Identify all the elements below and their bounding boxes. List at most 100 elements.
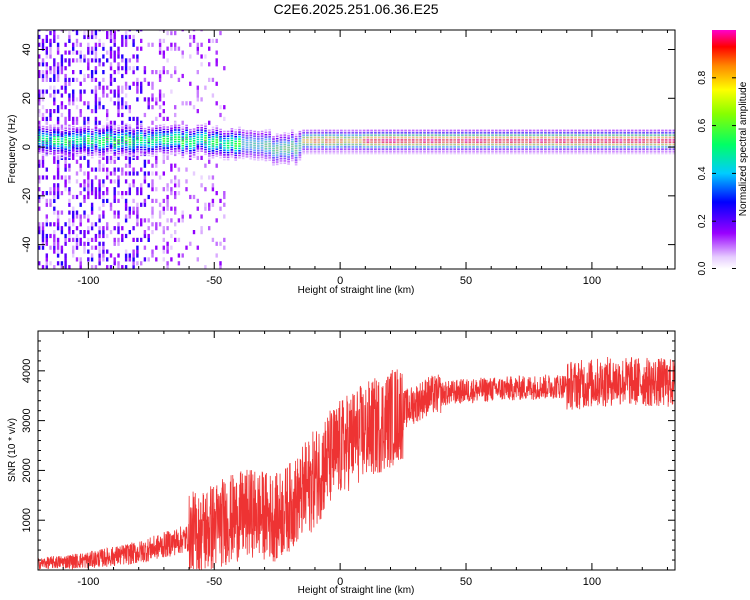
spectrogram-cell [132,116,135,121]
spectrogram-cell [140,38,143,43]
spectrogram-cell [68,38,71,43]
spectrogram-cell [121,73,124,79]
spectrogram-cell [109,179,113,184]
spectrogram-cell [83,58,86,63]
spectrogram-cell [155,136,158,139]
spectrogram-cell [147,154,151,157]
spectrogram-cell [64,179,67,184]
spectrogram-cell [106,129,109,131]
spectrogram-cell [56,152,60,154]
spectrogram-cell [211,133,215,136]
spectrogram-cell [136,30,139,32]
spectrogram-cell [106,134,109,136]
spectrogram-cell [294,135,298,138]
spectrogram-cell [208,120,211,125]
spectrogram-cell [162,140,166,142]
spectrogram-halo-cell [604,130,608,155]
spectrogram-cell [196,127,200,129]
spectrogram-cell [177,133,181,136]
spectrogram-cell [158,30,162,32]
spectrogram-cell [181,137,185,140]
spectrogram-cell [200,214,203,219]
spectrogram-cell [106,226,109,231]
spectrogram-cell [298,159,302,161]
spectrogram-cell [64,175,67,180]
spectrogram-cell [121,140,124,143]
spectrogram-cell [211,145,215,147]
spectrogram-cell [94,148,98,153]
spectrogram-cell [87,137,90,140]
spectrogram-cell [72,222,75,227]
spectrogram-cell [68,133,71,135]
spectrogram-cell [128,187,131,192]
spectrogram-halo-cell [332,130,336,155]
spectrogram-cell [166,261,169,266]
spectrogram-cell [117,214,120,219]
spectrogram-cell [158,105,162,110]
spectrogram-cell [72,70,75,75]
spectrogram-cell [200,97,203,102]
spectrogram-cell [87,130,90,133]
spectrogram-cell [211,138,215,140]
spectrogram-cell [162,70,165,75]
spectrogram-cell [109,50,113,55]
spectrogram-cell [38,73,41,79]
spectrogram-cell [68,237,71,242]
spectrogram-cell [98,241,101,246]
spectrogram-cell [94,34,98,40]
spectrogram-cell [90,138,94,140]
spectrogram-cell [117,152,120,155]
spectrogram-cell [162,198,165,203]
spectrogram-cell [113,147,117,149]
spectrogram-halo-cell [517,130,521,155]
spectrogram-cell [121,128,124,133]
spectrogram-cell [102,85,105,90]
spectrogram-cell [136,97,139,102]
spectrogram-cell [166,194,169,200]
spectrogram-halo-cell [581,130,585,155]
spectrogram-halo-cell [351,130,355,155]
spectrogram-cell [75,97,79,102]
spectrogram-cell [174,175,177,180]
spectrogram-cell [49,31,52,36]
spectrogram-cell [128,163,131,168]
spectrogram-cell [117,230,120,235]
spectrogram-cell [287,137,290,139]
spectrogram-cell [117,66,120,71]
spectrogram-cell [158,77,162,82]
spectrogram-cell [121,265,124,269]
spectrogram-cell [94,237,98,242]
spectrogram-cell [102,151,105,153]
spectrogram-cell [38,128,41,133]
spectrogram-cell [75,58,79,63]
spectrogram-cell [264,129,268,131]
spectrogram-cell [208,202,211,207]
spectrogram-cell [102,198,105,203]
spectrogram-halo-cell [661,130,664,155]
spectrogram-cell [94,97,98,102]
spectrogram-cell [208,62,211,67]
spectrogram-cell [106,198,109,203]
spectrogram-cell [238,145,241,147]
spectrogram-cell [151,146,154,148]
spectrogram-cell [49,187,52,192]
spectrogram-cell [204,146,207,149]
spectrogram-cell [83,210,86,215]
spectrogram-cell [162,159,165,164]
x-tick-label: -100 [77,576,99,588]
spectrogram-cell [79,93,82,98]
spectrogram-cell [94,134,98,136]
spectrogram-cell [189,140,192,143]
spectrogram-cell [253,133,256,135]
spectrogram-cell [83,249,86,254]
spectrogram-cell [196,89,199,94]
spectrogram-y-axis-label: Frequency (Hz) [7,115,18,184]
spectrogram-cell [124,218,128,223]
spectrogram-halo-cell [532,130,536,155]
spectrogram-cell [90,135,94,138]
spectrogram-cell [45,265,48,269]
spectrogram-cell [83,241,86,246]
spectrogram-cell [174,136,177,138]
spectrogram-cell [53,85,56,90]
spectrogram-cell [79,145,83,147]
